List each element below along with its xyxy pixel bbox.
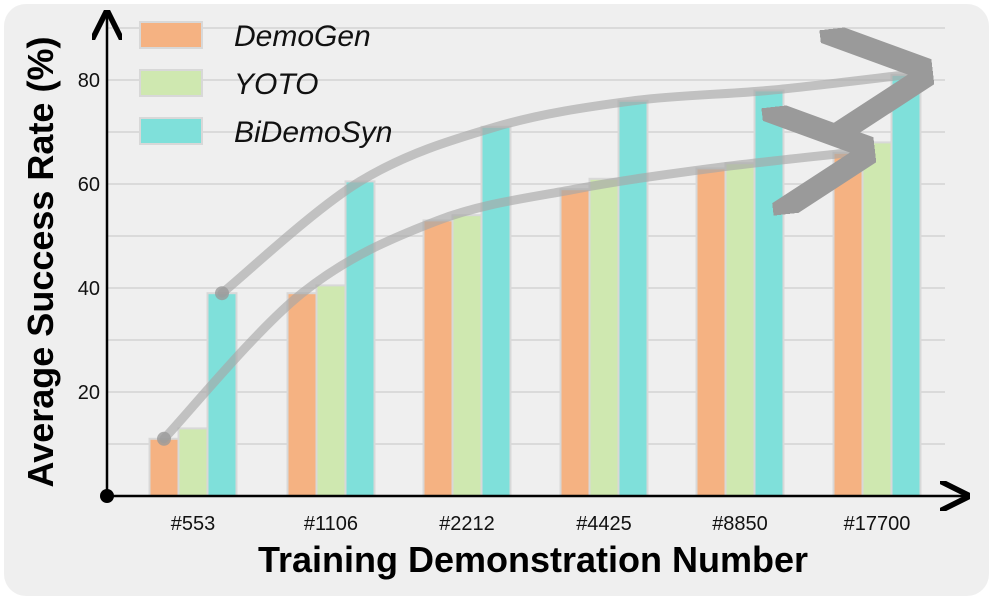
legend-label-demogen: DemoGen (234, 20, 371, 53)
bar-yoto-553 (177, 427, 209, 497)
legend-label-bidemosyn: BiDemoSyn (234, 116, 392, 149)
y-tick-label: 40 (78, 278, 100, 300)
tick-labels: #553 #1106 #2212 #4425 #8850 #17700 20 40 60 80 (78, 70, 911, 535)
bar-yoto-17700 (861, 141, 893, 497)
axes (100, 15, 965, 503)
bar-yoto-4425 (588, 177, 620, 498)
trend-arrow-bidemosyn (217, 75, 906, 298)
bar-demogen-4425 (559, 188, 591, 497)
x-tick-label: #8850 (712, 513, 768, 535)
bar-bidemosyn-2212 (480, 125, 512, 498)
bar-bidemosyn-553 (206, 292, 238, 498)
trend-start-dot-demogen (157, 431, 171, 446)
bar-demogen-1106 (286, 292, 318, 498)
trend-start-dot-bidemosyn (215, 286, 229, 301)
legend-swatch-yoto (139, 69, 203, 97)
x-tick-label: #1106 (304, 513, 358, 535)
axis-origin-dot (100, 489, 114, 503)
y-tick-label: 20 (78, 382, 100, 404)
bar-demogen-8850 (695, 167, 727, 497)
legend-swatch-demogen (139, 21, 203, 49)
bar-demogen-553 (148, 437, 180, 497)
x-tick-label: #4425 (576, 513, 632, 535)
bar-demogen-17700 (832, 151, 864, 498)
x-tick-label: #553 (171, 513, 216, 535)
bar-bidemosyn-1106 (344, 180, 376, 497)
y-axis-title: Average Success Rate (%) (20, 37, 61, 488)
bar-yoto-1106 (315, 284, 347, 497)
y-tick-label: 60 (78, 174, 100, 196)
x-tick-label: #17700 (844, 513, 911, 535)
x-tick-label: #2212 (439, 513, 495, 535)
bar-yoto-8850 (724, 162, 756, 497)
bar-yoto-2212 (451, 214, 483, 497)
legend: DemoGen YOTO BiDemoSyn (139, 20, 392, 149)
trend-arrow-demogen (159, 153, 848, 444)
bar-bidemosyn-17700 (890, 73, 922, 498)
legend-label-yoto: YOTO (234, 68, 318, 101)
bar-bidemosyn-4425 (617, 99, 649, 498)
x-axis-title: Training Demonstration Number (258, 539, 808, 580)
y-tick-label: 80 (78, 70, 100, 92)
trend-arrows (157, 75, 906, 446)
bar-demogen-2212 (422, 219, 454, 497)
legend-swatch-bidemosyn (139, 117, 203, 145)
bar-bidemosyn-8850 (753, 89, 785, 498)
